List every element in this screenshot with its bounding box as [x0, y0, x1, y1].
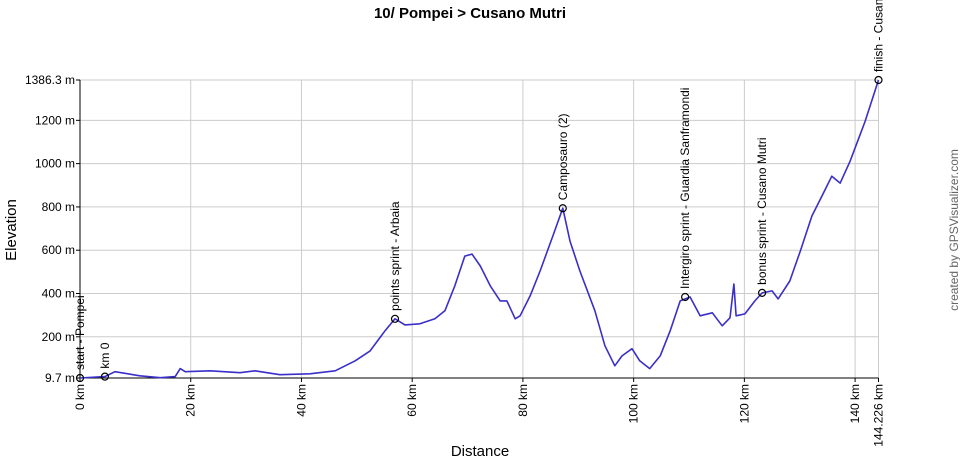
waypoint-label: Intergiro sprint - Guardia Sanframondi [678, 88, 692, 289]
waypoints: start - Pompei km 0 points sprint - Arbaia… [73, 0, 886, 383]
x-tick-label: 120 km [737, 384, 751, 423]
waypoint-label: finish - Cusano Mutri [872, 0, 886, 72]
x-tick-label: 40 km [294, 384, 308, 417]
x-tick-label: 140 km [848, 384, 862, 423]
waypoint-marker [681, 292, 690, 302]
y-tick-label: 200 m [42, 330, 75, 344]
waypoint-marker [558, 204, 567, 213]
grid: 9.7 m 200 m 400 m 600 m 800 m 1000 m 1200 m 138… [25, 73, 886, 447]
waypoint-marker [874, 75, 883, 85]
y-tick-label: 1386.3 m [25, 73, 75, 87]
x-tick-label: 144.226 km [872, 384, 886, 447]
credit: created by GPSVisualizer.com [947, 149, 960, 311]
x-tick-label: 0 km [73, 384, 87, 410]
waypoint-label: Camposauro (2) [556, 114, 570, 201]
x-tick-label: 100 km [627, 384, 641, 423]
waypoint-marker [390, 314, 400, 323]
x-tick-label: 60 km [405, 384, 419, 417]
waypoint-marker [75, 373, 85, 383]
y-axis-title: Elevation [3, 199, 20, 261]
waypoint-marker [757, 288, 767, 297]
y-tick-label: 9.7 m [45, 371, 75, 385]
y-tick-label: 1000 m [35, 157, 75, 171]
y-tick-label: 400 m [42, 287, 75, 301]
x-tick-label: 20 km [184, 384, 198, 417]
y-tick-label: 1200 m [35, 113, 75, 127]
waypoint-label: bonus sprint - Cusano Mutri [755, 137, 769, 284]
x-axis-title: Distance [451, 443, 509, 460]
waypoint-label: points sprint - Arbaia [388, 201, 402, 311]
waypoint-marker [100, 372, 110, 381]
x-tick-label: 80 km [516, 384, 530, 417]
chart-title: 10/ Pompei > Cusano Mutri [374, 5, 566, 22]
waypoint-label: km 0 [98, 342, 112, 368]
y-tick-label: 800 m [42, 200, 75, 214]
y-tick-label: 600 m [42, 243, 75, 257]
waypoint-label: start - Pompei [73, 295, 87, 370]
